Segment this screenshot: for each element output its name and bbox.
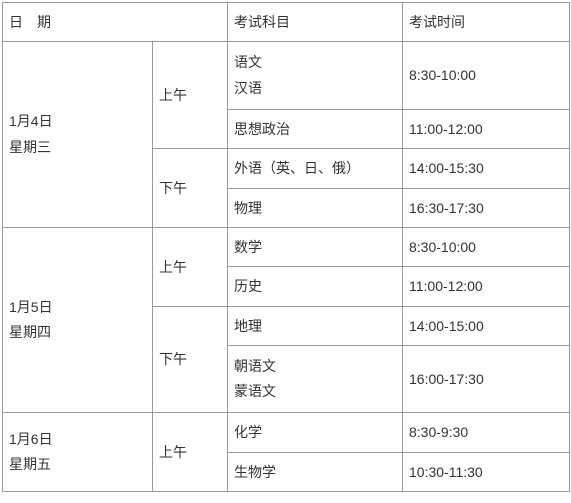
date-cell: 1月5日星期四 [3, 227, 153, 413]
period-cell: 上午 [153, 227, 228, 306]
time-cell: 11:00-12:00 [403, 267, 570, 306]
exam-schedule-table: 日 期 考试科目 考试时间 1月4日星期三 上午 语文汉语 8:30-10:00… [2, 2, 570, 492]
subject-cell: 思想政治 [228, 109, 403, 148]
time-cell: 11:00-12:00 [403, 109, 570, 148]
table-row: 1月5日星期四 上午 数学 8:30-10:00 [3, 227, 570, 266]
table-header-row: 日 期 考试科目 考试时间 [3, 3, 570, 42]
table-row: 1月4日星期三 上午 语文汉语 8:30-10:00 [3, 42, 570, 109]
time-cell: 16:00-17:30 [403, 346, 570, 413]
subject-cell: 地理 [228, 306, 403, 345]
time-cell: 14:00-15:30 [403, 149, 570, 188]
subject-cell: 化学 [228, 413, 403, 452]
period-cell: 下午 [153, 149, 228, 228]
header-subject: 考试科目 [228, 3, 403, 42]
table-row: 1月6日星期五 上午 化学 8:30-9:30 [3, 413, 570, 452]
header-time: 考试时间 [403, 3, 570, 42]
time-cell: 16:30-17:30 [403, 188, 570, 227]
time-cell: 8:30-9:30 [403, 413, 570, 452]
time-cell: 8:30-10:00 [403, 227, 570, 266]
period-cell: 上午 [153, 413, 228, 492]
time-cell: 10:30-11:30 [403, 452, 570, 491]
subject-cell: 朝语文蒙语文 [228, 346, 403, 413]
time-cell: 14:00-15:00 [403, 306, 570, 345]
period-cell: 下午 [153, 306, 228, 413]
subject-cell: 物理 [228, 188, 403, 227]
time-cell: 8:30-10:00 [403, 42, 570, 109]
subject-cell: 历史 [228, 267, 403, 306]
date-cell: 1月6日星期五 [3, 413, 153, 492]
subject-cell: 数学 [228, 227, 403, 266]
subject-cell: 外语（英、日、俄） [228, 149, 403, 188]
subject-cell: 生物学 [228, 452, 403, 491]
date-cell: 1月4日星期三 [3, 42, 153, 228]
header-date: 日 期 [3, 3, 228, 42]
period-cell: 上午 [153, 42, 228, 149]
subject-cell: 语文汉语 [228, 42, 403, 109]
